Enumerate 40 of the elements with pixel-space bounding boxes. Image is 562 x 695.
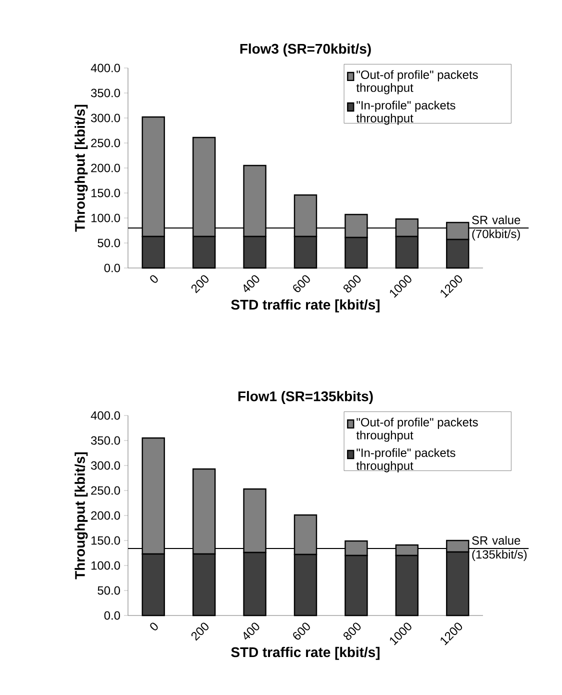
- y-tick-label: 200.0: [91, 511, 120, 520]
- legend-label: "In-profile" packets throughput: [356, 448, 456, 472]
- y-tick-label: 400.0: [90, 411, 120, 420]
- y-tick-label: 400.0: [90, 64, 120, 72]
- y-tick-label: 350.0: [91, 436, 120, 445]
- x-tick-label: 800: [344, 275, 361, 292]
- x-tick-label: 0: [150, 622, 158, 630]
- y-tick-label: 250.0: [91, 486, 120, 495]
- y-tick-label: 100.0: [91, 214, 120, 222]
- y-tick-label: 350.0: [91, 88, 120, 98]
- legend-label: "In-profile" packets throughput: [356, 100, 456, 125]
- ref-line-label: SR value (70kbit/s): [472, 215, 520, 241]
- x-tick-label: 800: [344, 622, 361, 640]
- y-tick-label: 50.0: [98, 586, 120, 595]
- x-axis-title: STD traffic rate [kbit/s]: [231, 646, 380, 660]
- x-tick-label: 600: [293, 622, 310, 640]
- x-tick-label: 0: [150, 275, 158, 283]
- y-tick-label: 150.0: [91, 188, 120, 198]
- legend-label: "Out-of profile" packets throughput: [356, 418, 478, 442]
- x-tick-label: 200: [191, 622, 208, 641]
- y-tick-label: 0.0: [104, 264, 120, 272]
- ref-line-label: SR value (135kbit/s): [472, 536, 527, 562]
- x-axis-title: STD traffic rate [kbit/s]: [231, 299, 380, 312]
- x-tick-label: 400: [244, 622, 260, 640]
- chart-title: Flow3 (SR=70kbit/s): [240, 43, 371, 56]
- y-tick-label: 200.0: [91, 164, 120, 172]
- y-tick-label: 100.0: [91, 561, 120, 570]
- chart-title: Flow1 (SR=135kbits): [238, 390, 373, 404]
- legend-label: "Out-of profile" packets throughput: [356, 70, 478, 94]
- x-tick-label: 600: [293, 275, 310, 292]
- y-tick-label: 250.0: [91, 138, 120, 148]
- y-axis-title: Throughput [kbit/s]: [74, 104, 88, 232]
- x-tick-label: 400: [244, 275, 260, 292]
- y-axis-title: Throughput [kbit/s]: [74, 452, 88, 580]
- y-tick-label: 0.0: [104, 611, 120, 620]
- y-tick-label: 300.0: [91, 461, 120, 470]
- y-tick-label: 50.0: [98, 238, 120, 248]
- x-tick-label: 200: [191, 275, 208, 294]
- y-tick-label: 300.0: [91, 114, 120, 122]
- y-tick-label: 150.0: [91, 536, 120, 545]
